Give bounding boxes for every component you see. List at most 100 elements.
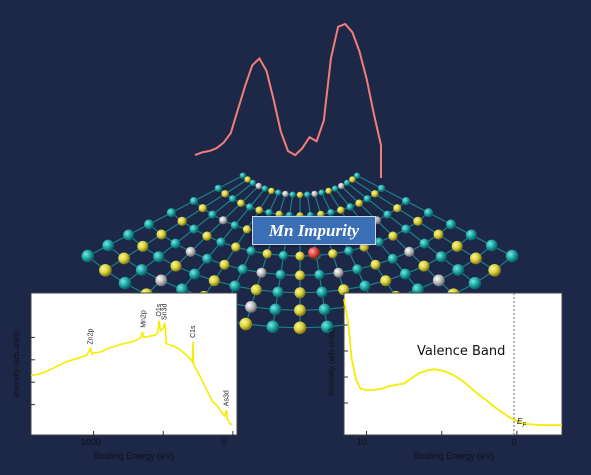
lattice-atom	[316, 286, 328, 298]
lattice-atom	[250, 284, 262, 296]
lattice-atom	[244, 176, 251, 183]
lattice-atom	[413, 216, 423, 226]
lattice-atom	[229, 195, 237, 203]
lattice-atom	[255, 206, 263, 214]
lattice-atom	[320, 320, 334, 334]
survey-tick-1000: 1000	[81, 437, 101, 447]
lattice-atom	[465, 229, 477, 241]
lattice-atom	[214, 184, 223, 193]
lattice-atom	[344, 246, 354, 256]
lattice-atom	[239, 317, 253, 331]
valence-tick-0: 0	[511, 437, 516, 447]
lattice-atom	[102, 239, 115, 252]
lattice-atom	[81, 249, 95, 263]
lattice-atom	[377, 184, 386, 193]
lattice-atom	[189, 268, 201, 280]
lattice-atom	[239, 172, 247, 179]
lattice-atom	[208, 210, 217, 219]
survey-xlabel: Binding Energy (eV)	[94, 451, 175, 461]
lattice-atom	[314, 269, 325, 280]
lattice-atom	[237, 264, 248, 275]
lattice-atom	[137, 240, 149, 252]
lattice-atom	[166, 208, 176, 218]
lattice-atom	[246, 246, 256, 256]
peak-curve	[194, 22, 382, 178]
lattice-atom	[245, 301, 257, 313]
survey-annotation: Zn2p	[88, 329, 95, 345]
lattice-atom	[505, 249, 519, 263]
lattice-atom	[272, 286, 284, 298]
mn-impurity-atom	[308, 247, 320, 259]
lattice-atom	[325, 187, 332, 195]
survey-ylabel: Intensity (arb.units)	[12, 330, 21, 398]
lattice-atom	[488, 264, 501, 277]
lattice-atom	[343, 179, 351, 187]
lattice-atom	[294, 287, 306, 299]
lattice-atom	[412, 283, 424, 296]
lattice-atom	[177, 216, 187, 226]
lattice-atom	[295, 270, 305, 281]
lattice-atom	[219, 216, 228, 225]
lattice-atom	[295, 251, 305, 261]
lattice-atom	[156, 229, 167, 240]
lattice-atom	[468, 276, 482, 290]
lattice-atom	[202, 231, 212, 241]
lattice-atom	[318, 189, 325, 196]
valence-ylabel: Intensity (arb.units)	[327, 328, 336, 396]
lattice-atom	[304, 191, 311, 198]
lattice-atom	[189, 224, 199, 234]
lattice-atom	[349, 176, 356, 183]
lattice-atom	[242, 225, 252, 234]
lattice-atom	[99, 264, 112, 277]
lattice-atom	[419, 238, 430, 249]
lattice-atom	[424, 208, 434, 218]
survey-tick-0: 0	[221, 437, 226, 447]
valence-tick-10: 10	[357, 437, 367, 447]
lattice-atom	[118, 276, 132, 290]
lattice-atom	[185, 246, 196, 257]
survey-plot-frame	[30, 292, 238, 436]
lattice-atom	[355, 199, 363, 207]
lattice-atom	[219, 259, 230, 270]
lattice-atom	[135, 264, 148, 276]
lattice-atom	[296, 191, 304, 199]
lattice-atom	[311, 190, 318, 198]
lattice-atom	[346, 203, 354, 211]
valence-plot-frame	[343, 292, 563, 436]
valence-band-title: Valence Band	[417, 344, 506, 359]
valence-xlabel: Binding Energy (eV)	[414, 451, 495, 461]
lattice-atom	[221, 190, 229, 198]
fermi-level-label: EF	[517, 417, 526, 429]
lattice-atom	[282, 190, 289, 198]
lattice-atom	[374, 237, 384, 247]
lattice-atom	[261, 185, 269, 192]
lattice-atom	[289, 191, 296, 198]
lattice-atom	[433, 229, 444, 240]
survey-spectrum-line	[30, 320, 233, 426]
lattice-atom	[208, 275, 220, 287]
lattice-atom	[435, 251, 447, 263]
survey-annotation: Mn2p	[141, 310, 148, 328]
lattice-atom	[401, 224, 411, 234]
lattice-atom	[153, 251, 165, 263]
lattice-atom	[359, 280, 371, 292]
lattice-atom	[216, 237, 226, 247]
lattice-atom	[144, 219, 154, 230]
lattice-atom	[294, 304, 306, 317]
lattice-atom	[432, 274, 445, 287]
lattice-atom	[380, 275, 392, 287]
lattice-atom	[176, 283, 189, 296]
lattice-atom	[170, 238, 181, 249]
lattice-atom	[278, 250, 289, 261]
lattice-atom	[318, 303, 331, 316]
survey-annotation: O1s	[156, 303, 163, 316]
lattice-atom	[268, 187, 275, 195]
lattice-atom	[451, 240, 463, 252]
lattice-atom	[331, 185, 339, 192]
lattice-atom	[293, 321, 307, 335]
lattice-atom	[266, 320, 280, 334]
lattice-atom	[198, 204, 207, 213]
lattice-atom	[256, 267, 267, 278]
